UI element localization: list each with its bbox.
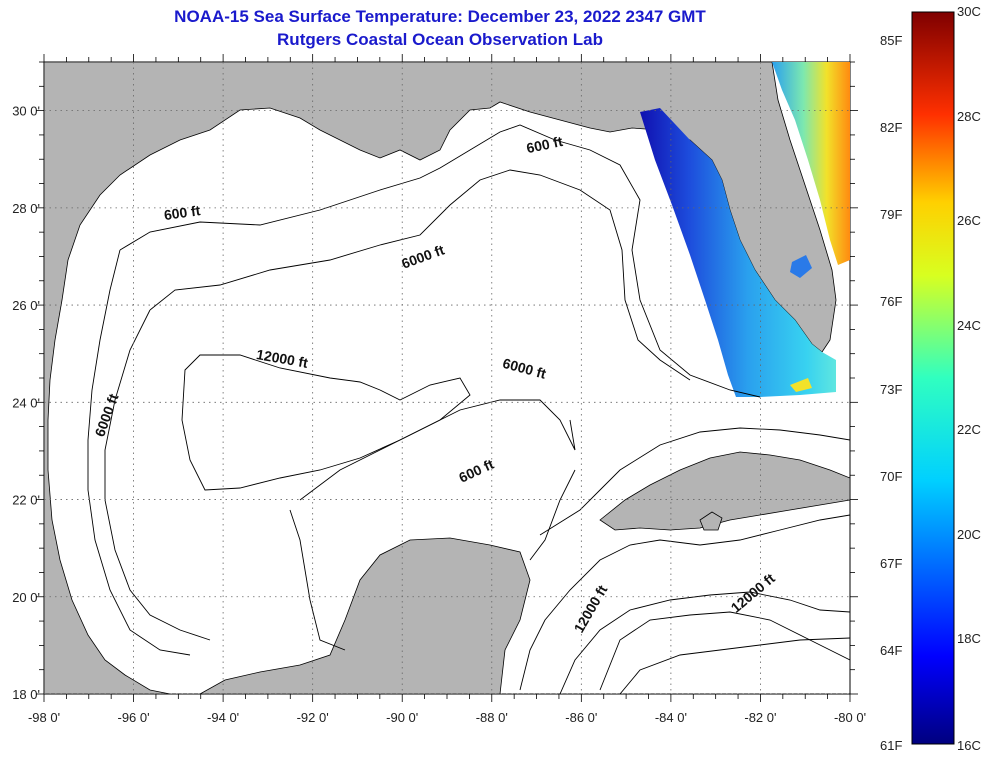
lon-tick-label: -80 0' xyxy=(834,710,866,725)
lon-tick-label: -84 0' xyxy=(655,710,687,725)
colorbar-celsius-label: 22C xyxy=(957,422,981,438)
colorbar-fahrenheit-label: 64F xyxy=(880,643,903,659)
colorbar-fahrenheit-label: 85F xyxy=(880,33,903,49)
colorbar-celsius-label: 24C xyxy=(957,317,981,333)
colorbar-celsius-label: 16C xyxy=(957,738,981,753)
colorbar-celsius-label: 30C xyxy=(957,4,981,19)
land-cuba xyxy=(599,451,850,531)
colorbar-celsius-label: 20C xyxy=(957,526,981,542)
lat-tick-label: 20 0' xyxy=(12,590,40,605)
title-line-1: NOAA-15 Sea Surface Temperature: Decembe… xyxy=(174,7,706,26)
lon-tick-label: -96 0' xyxy=(117,710,149,725)
lat-tick-label: 22 0' xyxy=(12,493,40,508)
lat-tick-label: 28 0' xyxy=(12,201,40,216)
sst-east-coast xyxy=(772,62,850,265)
sst-keys xyxy=(790,378,812,392)
colorbar-fahrenheit-label: 61F xyxy=(880,738,903,753)
land-isla-juventud xyxy=(699,511,723,531)
lon-tick-label: -94 0' xyxy=(207,710,239,725)
land-yucatan xyxy=(199,537,531,694)
lon-tick-label: -86 0' xyxy=(565,710,597,725)
colorbar-celsius-label: 26C xyxy=(957,213,981,229)
colorbar-fahrenheit-label: 82F xyxy=(880,120,903,136)
bathymetry-contours xyxy=(87,124,850,694)
lon-tick-label: -82 0' xyxy=(744,710,776,725)
lat-tick-label: 18 0' xyxy=(12,687,40,702)
colorbar-celsius-label: 18C xyxy=(957,631,981,647)
grid-lines xyxy=(44,62,850,694)
colorbar-fahrenheit-label: 67F xyxy=(880,555,903,571)
contour-label: 600 ft xyxy=(525,133,564,156)
lon-tick-label: -90 0' xyxy=(386,710,418,725)
lat-tick-label: 26 0' xyxy=(12,298,40,313)
title-line-2: Rutgers Coastal Ocean Observation Lab xyxy=(277,30,603,49)
colorbar-fahrenheit-label: 73F xyxy=(880,381,903,397)
lat-tick-label: 30 0' xyxy=(12,104,40,119)
colorbar-fahrenheit-label: 79F xyxy=(880,207,903,223)
map-axes: -98 0' -96 0' -94 0' -92 0' -90 0' -88 0' -86 … xyxy=(12,54,866,725)
lon-tick-label: -92 0' xyxy=(297,710,329,725)
colorbar xyxy=(911,11,955,745)
sst-swath xyxy=(640,108,836,397)
colorbar-celsius-label: 28C xyxy=(957,108,981,124)
contour-label: 600 ft xyxy=(163,202,202,223)
lake-okeechobee xyxy=(790,255,812,278)
lon-tick-label: -98 0' xyxy=(28,710,60,725)
colorbar-fahrenheit-label: 76F xyxy=(880,294,903,310)
colorbar-fahrenheit-label: 70F xyxy=(880,468,903,484)
lat-tick-label: 24 0' xyxy=(12,395,40,410)
lon-tick-label: -88 0' xyxy=(476,710,508,725)
